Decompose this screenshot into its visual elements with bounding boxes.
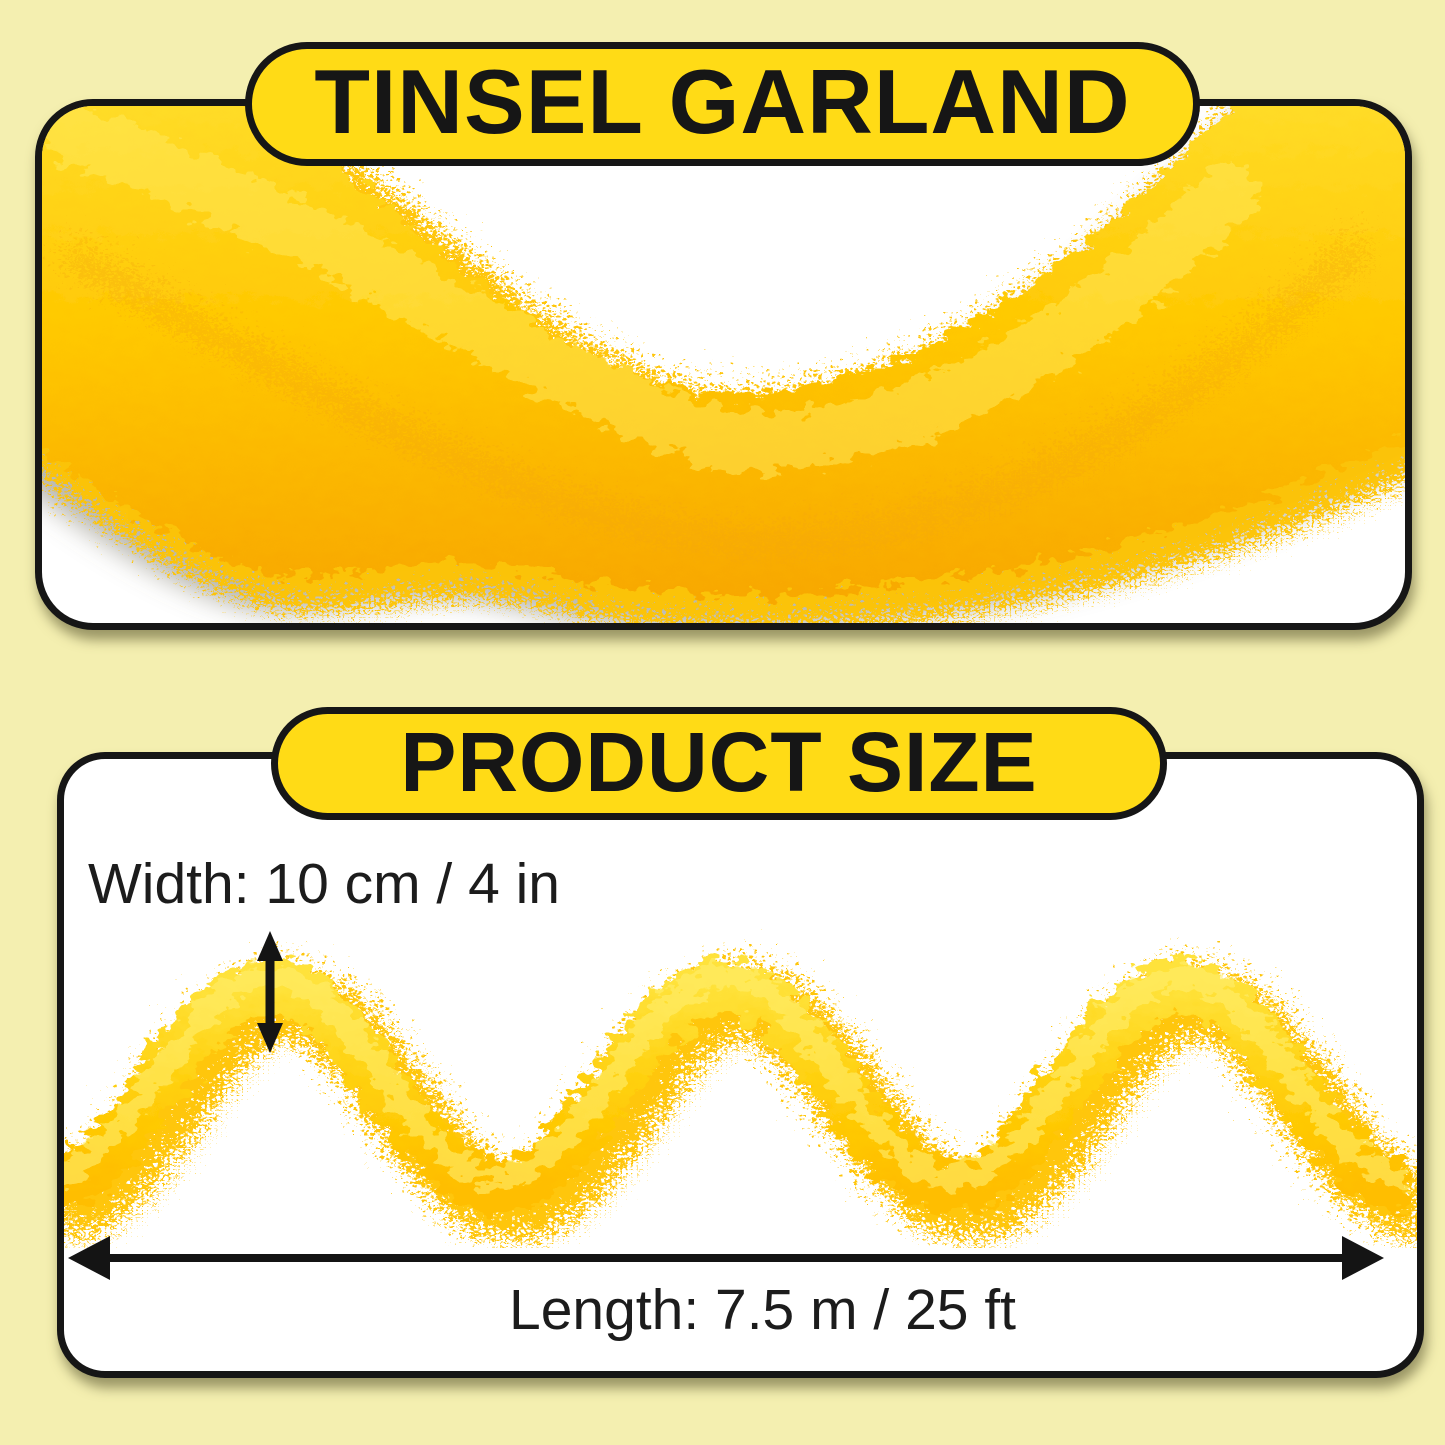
length-arrow-icon bbox=[68, 1236, 1384, 1280]
tinsel-garland-photo bbox=[42, 106, 1405, 623]
product-size-panel: Width: 10 cm / 4 in Length: 7.5 m / 25 f… bbox=[57, 752, 1424, 1378]
tinsel-wave-illustration bbox=[64, 931, 1411, 1280]
length-dimension-label: Length: 7.5 m / 25 ft bbox=[509, 1278, 1016, 1342]
product-size-banner-label: PRODUCT SIZE bbox=[400, 714, 1038, 809]
width-dimension-label: Width: 10 cm / 4 in bbox=[88, 852, 561, 916]
tinsel-garland-banner: TINSEL GARLAND bbox=[245, 42, 1200, 166]
product-size-banner: PRODUCT SIZE bbox=[271, 707, 1167, 820]
product-photo-panel bbox=[35, 99, 1412, 630]
tinsel-wave bbox=[64, 950, 1411, 1222]
width-arrow-icon bbox=[257, 931, 283, 1053]
tinsel-garland-banner-label: TINSEL GARLAND bbox=[314, 51, 1131, 153]
